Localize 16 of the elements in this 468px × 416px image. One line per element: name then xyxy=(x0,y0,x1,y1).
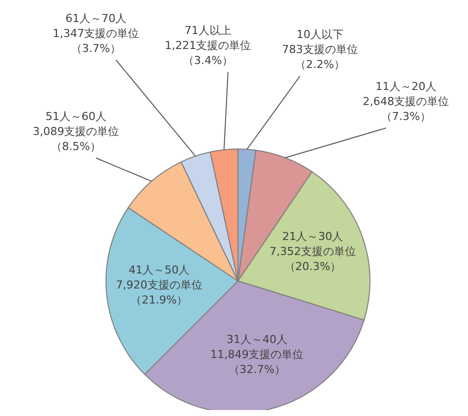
data-label: 2,648支援の単位（7.3%） xyxy=(362,95,450,123)
slice-label: 61人～70人 xyxy=(66,12,126,25)
data-label: 3,089支援の単位（8.5%） xyxy=(32,125,120,153)
data-label: 1,347支援の単位（3.7%） xyxy=(52,27,140,55)
data-label: 783支援の単位（2.2%） xyxy=(282,43,358,71)
slice-label: 21人～30人 xyxy=(282,230,344,243)
slice-label: 51人～60人 xyxy=(46,110,106,123)
slice-label: 31人～40人 xyxy=(226,332,288,346)
data-label: 11,849支援の単位（32.7%） xyxy=(210,348,304,376)
slice-label: 10人以下 xyxy=(296,28,344,41)
slice-label: 71人以上 xyxy=(184,24,232,37)
data-label: 7,352支援の単位（20.3%） xyxy=(269,244,356,273)
data-label: 7,920支援の単位（21.9%） xyxy=(116,278,202,307)
slice-label: 11人～20人 xyxy=(376,80,436,93)
slice-label: 41人～50人 xyxy=(128,264,190,277)
data-label: 1,221支援の単位（3.4%） xyxy=(164,39,252,67)
